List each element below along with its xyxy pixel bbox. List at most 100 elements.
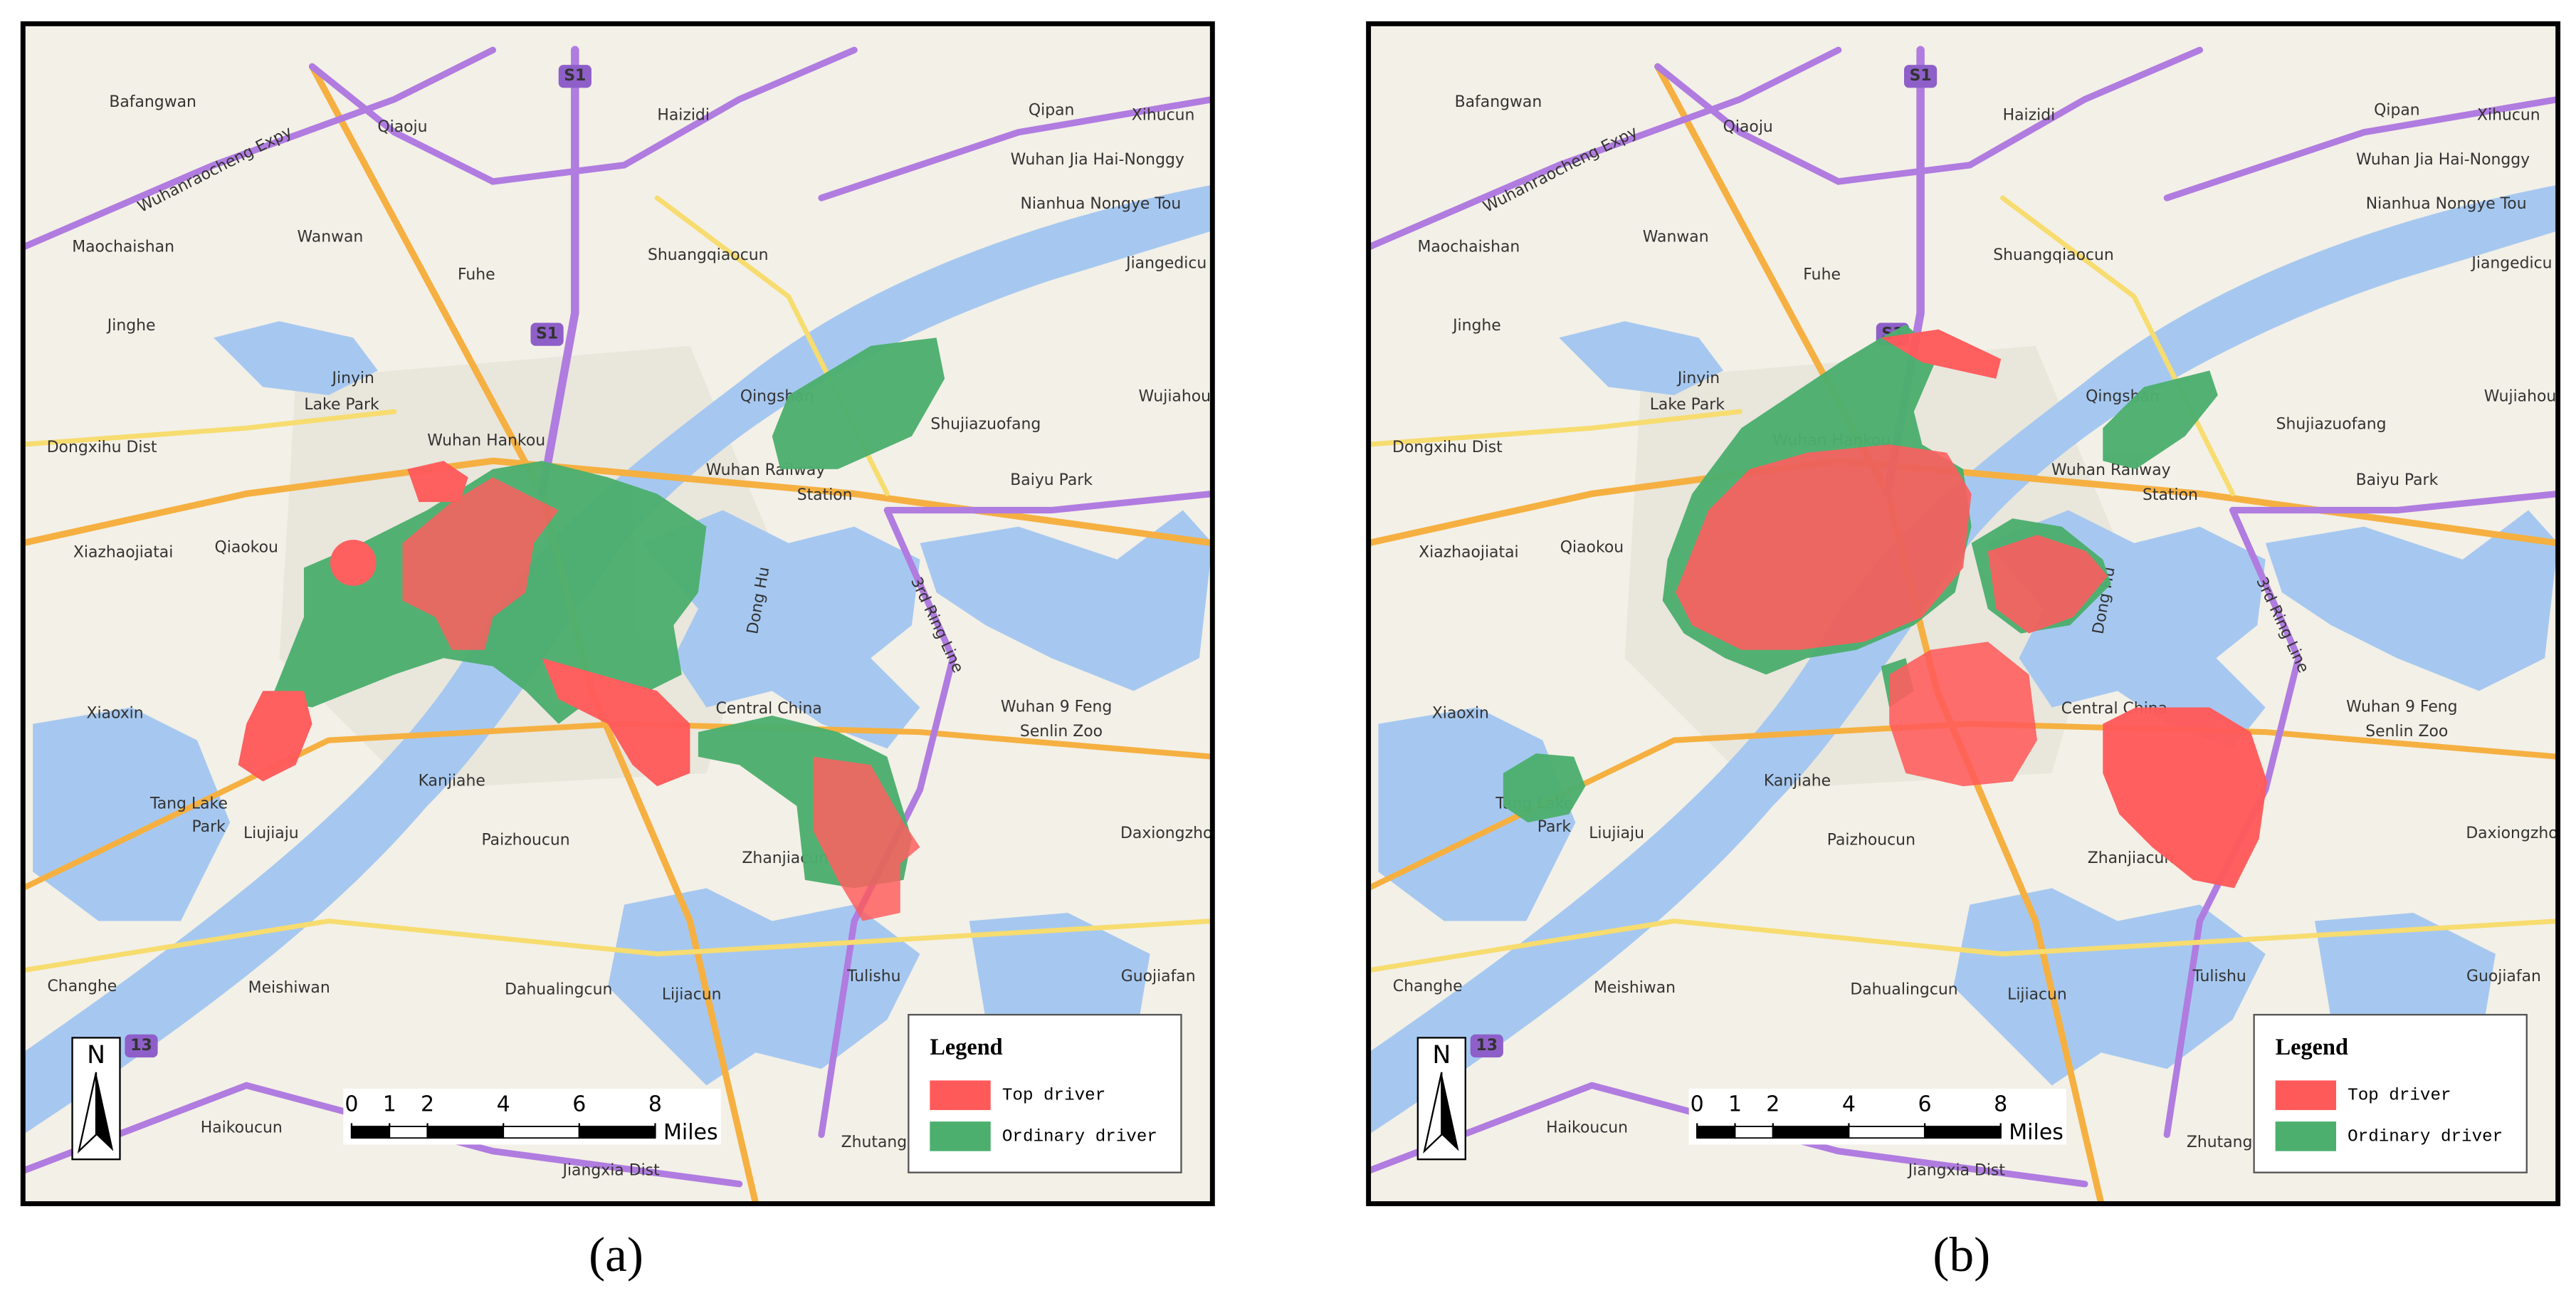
scale-unit: Miles bbox=[2009, 1120, 2064, 1145]
scale-label: 4 bbox=[497, 1092, 510, 1117]
place-label: Central China bbox=[716, 700, 822, 718]
place-label: 13 bbox=[130, 1037, 152, 1055]
place-label: Jiangedicu bbox=[1125, 254, 1206, 272]
place-label: Park bbox=[191, 818, 226, 836]
place-label: Jinghe bbox=[106, 317, 156, 335]
scale-label: 8 bbox=[648, 1092, 662, 1117]
road-shield bbox=[1470, 1034, 1503, 1058]
place-label: Qipan bbox=[2374, 102, 2420, 120]
frame bbox=[20, 21, 1215, 1206]
scale-segment bbox=[1734, 1126, 1774, 1139]
hotspots-a bbox=[238, 338, 945, 921]
place-label: Jiangxia Dist bbox=[1907, 1161, 2006, 1179]
place-label: Jiangxia Dist bbox=[562, 1161, 661, 1179]
place-label: Xiazhaojiatai bbox=[1419, 544, 1518, 562]
hotspot-top bbox=[1987, 535, 2108, 634]
place-label: Shuangqiaocun bbox=[1993, 246, 2114, 264]
place-label: Zhutang bbox=[2187, 1134, 2253, 1151]
scale-segment bbox=[1848, 1126, 1926, 1139]
place-label: Wuhan Hankou bbox=[427, 432, 545, 450]
place-label: Zhutang bbox=[841, 1134, 908, 1151]
place-label: Jinyin bbox=[331, 370, 374, 387]
place-label: Guojiafan bbox=[2466, 968, 2541, 985]
place-label: Kanjiahe bbox=[1764, 772, 1831, 790]
place-label: Senlin Zoo bbox=[1020, 723, 1103, 741]
place-label: Tang Lake bbox=[149, 795, 228, 813]
frame bbox=[1366, 21, 2561, 1206]
place-label: Dahualingcun bbox=[1850, 980, 1957, 998]
place-label: Qipan bbox=[1029, 102, 1075, 120]
place-label: Wujiahou bbox=[2484, 387, 2557, 405]
hotspot-ordinary bbox=[772, 338, 945, 469]
legend-swatch bbox=[2275, 1121, 2337, 1151]
place-label: Qiaokou bbox=[1560, 539, 1624, 557]
place-label: Wuhan Jia Hai-Nonggy bbox=[2356, 151, 2530, 169]
place-label: S1 bbox=[1910, 67, 1932, 85]
place-label: Guojiafan bbox=[1121, 968, 1196, 985]
place-label: Bafangwan bbox=[109, 93, 196, 111]
scale-segment bbox=[426, 1126, 505, 1139]
place-label: Qiaoju bbox=[1723, 118, 1773, 136]
place-label: Changhe bbox=[48, 978, 117, 995]
place-label: Xiaoxin bbox=[86, 705, 143, 723]
place-label: Shujiazuofang bbox=[2276, 416, 2387, 434]
place-label: Haizidi bbox=[657, 107, 710, 125]
place-label: Daxiongzho bbox=[1120, 825, 1212, 842]
hotspot-top bbox=[238, 691, 312, 782]
place-label: Dongxihu Dist bbox=[1392, 439, 1503, 456]
north-arrow bbox=[96, 1072, 114, 1151]
place-label: Daxiongzho bbox=[2466, 825, 2557, 842]
north-arrow-box bbox=[71, 1037, 121, 1161]
place-label: Liujiaju bbox=[243, 825, 299, 842]
place-label: Wuhan Railway bbox=[2051, 461, 2171, 479]
panel-caption: (b) bbox=[1933, 1227, 1990, 1282]
place-label: Tulishu bbox=[846, 968, 900, 985]
place-label: Baiyu Park bbox=[1010, 471, 1093, 489]
place-label: Fuhe bbox=[458, 266, 495, 283]
place-label: Paizhoucun bbox=[481, 831, 569, 849]
scale-segment bbox=[1696, 1126, 1736, 1139]
legend-swatch bbox=[930, 1121, 991, 1151]
place-label: Jinghe bbox=[1451, 317, 1501, 335]
scale-segment bbox=[350, 1126, 391, 1139]
place-label: Bafangwan bbox=[1455, 93, 1542, 111]
scale-segment bbox=[503, 1126, 580, 1139]
place-label: Lake Park bbox=[1650, 396, 1725, 414]
place-label: Nianhua Nongye Tou bbox=[1020, 195, 1181, 213]
scale-label: 6 bbox=[1918, 1092, 1932, 1117]
hotspot-top bbox=[813, 756, 920, 921]
scale-label: 4 bbox=[1842, 1092, 1856, 1117]
place-label: Haizidi bbox=[2003, 107, 2056, 125]
legend-label: Top driver bbox=[2348, 1087, 2451, 1106]
place-label: Xiaoxin bbox=[1432, 705, 1489, 723]
place-label: Xiazhaojiatai bbox=[73, 544, 173, 562]
scale-label: 6 bbox=[572, 1092, 586, 1117]
scale-segment bbox=[1924, 1126, 2002, 1139]
hotspot-ordinary bbox=[1503, 753, 1586, 823]
place-label: Lake Park bbox=[304, 396, 379, 414]
scale-label: 8 bbox=[1994, 1092, 2007, 1117]
hotspot-top bbox=[1676, 444, 1972, 650]
hotspot-top bbox=[402, 477, 559, 650]
legend-swatch bbox=[2275, 1080, 2337, 1110]
place-label: 13 bbox=[1476, 1037, 1498, 1055]
scale-unit: Miles bbox=[663, 1120, 718, 1145]
legend-label: Ordinary driver bbox=[2348, 1127, 2503, 1146]
place-label: Jinyin bbox=[1676, 370, 1720, 387]
hotspot-top bbox=[1881, 329, 2002, 379]
legend-title: Legend bbox=[930, 1034, 1002, 1060]
place-label: Dahualingcun bbox=[505, 980, 612, 998]
hotspot-top bbox=[542, 658, 690, 787]
place-label: Xihucun bbox=[1132, 107, 1195, 125]
hotspot-top bbox=[407, 461, 468, 503]
scale-segment bbox=[1772, 1126, 1850, 1139]
scale-label: 1 bbox=[1728, 1092, 1742, 1117]
hotspot-top bbox=[330, 540, 377, 586]
place-label: Wuhan 9 Feng bbox=[1001, 699, 1113, 716]
hotspot-top bbox=[1889, 642, 2037, 787]
place-label: Lijiacun bbox=[2007, 985, 2067, 1003]
place-label: Dongxihu Dist bbox=[47, 439, 157, 456]
place-label: Kanjiahe bbox=[419, 772, 485, 790]
